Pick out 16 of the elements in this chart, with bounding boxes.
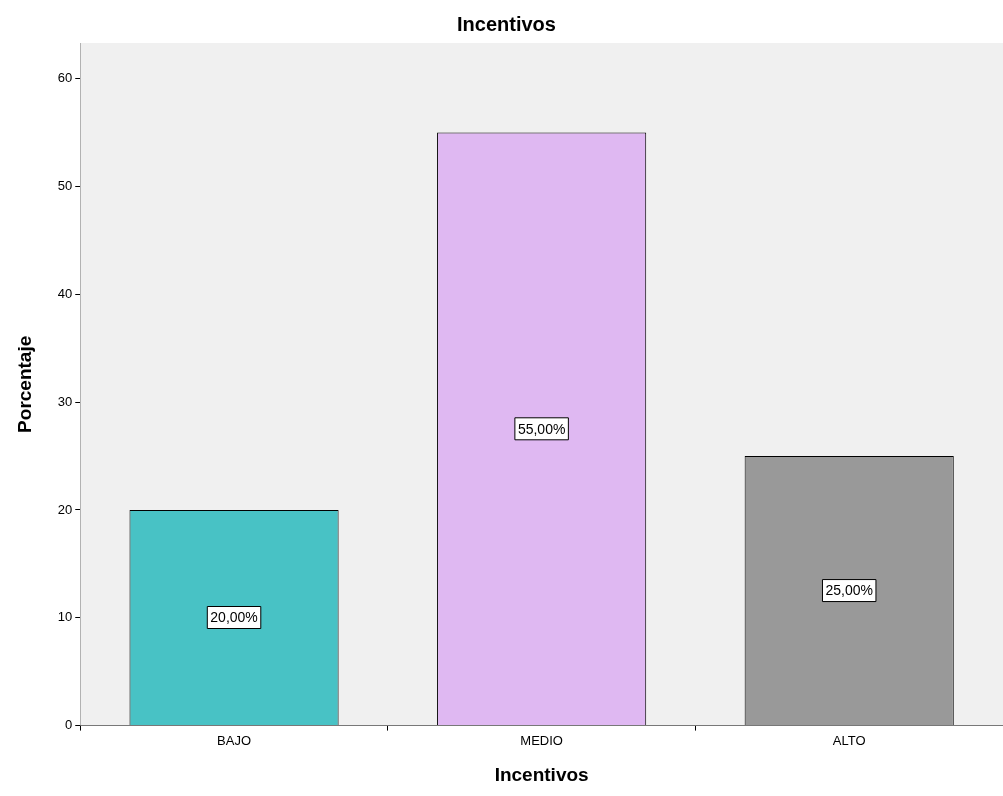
y-tick-label: 10	[57, 609, 73, 625]
y-tick-label: 50	[57, 178, 73, 193]
y-tick-label: 0	[65, 717, 73, 733]
x-tick-label: BAJO	[217, 732, 252, 748]
y-axis-title: Porcentaje	[13, 335, 35, 433]
y-tick-label: 60	[57, 70, 73, 86]
data-label: 25,00%	[825, 582, 873, 599]
x-tick-label: MEDIO	[520, 732, 563, 748]
data-label: 20,00%	[210, 609, 258, 626]
y-tick-label: 30	[57, 393, 73, 409]
y-tick-label: 40	[57, 285, 73, 301]
x-tick-label: ALTO	[832, 732, 866, 748]
x-axis-title: Incentivos	[494, 763, 589, 785]
chart-title: Incentivos	[457, 12, 556, 35]
y-tick-label: 20	[57, 501, 73, 517]
data-label: 55,00%	[517, 420, 566, 437]
